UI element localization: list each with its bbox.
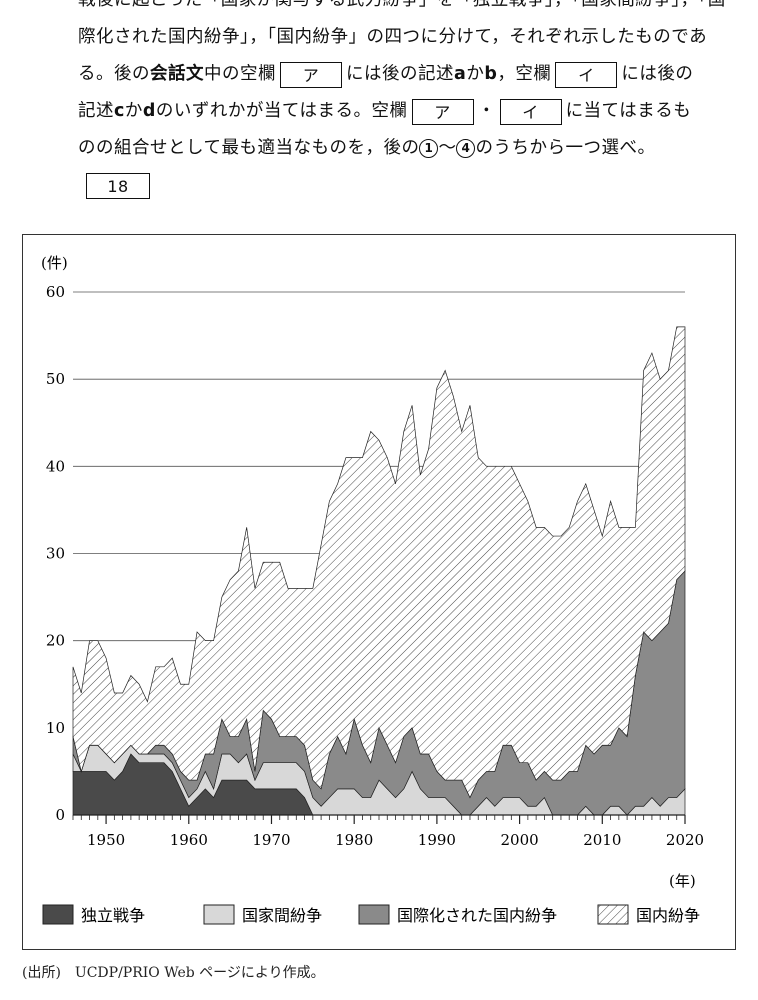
legend-label: 国内紛争 [636,906,700,925]
legend-swatch [42,904,74,925]
x-tick-label: 1960 [170,831,208,849]
legend-label: 独立戦争 [81,906,145,925]
blank-a-box-2: ア [411,98,474,125]
area-series-3 [72,326,686,799]
x-tick-label: 1970 [252,831,290,849]
y-tick-label: 30 [46,545,65,563]
option-4-circle: 4 [456,139,476,158]
x-tick-label: 1980 [335,831,373,849]
y-axis-label: (件) [41,254,68,272]
question-line-3: る。後の会話文中の空欄アには後の記述aかb，空欄イには後の [78,56,738,93]
blank-i-box-2: イ [499,98,562,125]
legend-swatch [203,904,235,925]
answer-number-box: 18 [86,172,150,199]
question-line-4: 記述cかdのいずれかが当てはまる。空欄ア・イに当てはまるも [78,93,738,130]
x-tick-label: 1950 [87,831,125,849]
x-tick-label: 2000 [501,831,539,849]
y-tick-label: 0 [55,806,65,824]
question-line-1: 戦後に起こった「国家が関与する武力紛争」を「独立戦争」，「国家間紛争」，「国 [78,0,726,10]
conflict-area-chart: 0 10 20 30 40 50 60 1950 1960 1970 1980 1990 2000 201… [41,254,704,925]
x-tick-label: 1990 [418,831,456,849]
source-note: (出所) UCDP/PRIO Web ページにより作成。 [22,965,325,981]
y-tick-label: 40 [46,457,65,475]
question-line-2: 際化された国内紛争」，「国内紛争」の四つに分けて，それぞれ示したものであ [78,27,708,47]
y-tick-label: 20 [46,632,65,650]
blank-i-box: イ [555,61,618,88]
conversation-label: 会話文 [150,64,204,84]
chart-frame: 0 10 20 30 40 50 60 1950 1960 1970 1980 1990 2000 201… [22,234,736,950]
legend-label: 国際化された国内紛争 [397,906,557,925]
y-tick-label: 60 [46,283,65,301]
y-tick-label: 50 [46,370,65,388]
legend: 独立戦争 国家間紛争 国際化された国内紛争 国内紛争 [42,904,700,925]
question-line-6: 18 [78,167,738,204]
x-tick-label: 2020 [666,831,704,849]
legend-label: 国家間紛争 [242,906,322,925]
y-tick-label: 10 [46,719,65,737]
x-tick-label: 2010 [583,831,621,849]
x-axis-label: (年) [669,872,696,890]
legend-swatch [358,904,390,925]
question-line-5: のの組合せとして最も適当なものを，後の 1 ～ 4 のうちから一つ選べ。 [78,138,656,158]
question-text: 戦後に起こった「国家が関与する武力紛争」を「独立戦争」，「国家間紛争」，「国 際… [78,0,738,204]
legend-swatch [597,904,629,925]
option-1-circle: 1 [419,139,439,158]
blank-a-box: ア [280,61,342,88]
